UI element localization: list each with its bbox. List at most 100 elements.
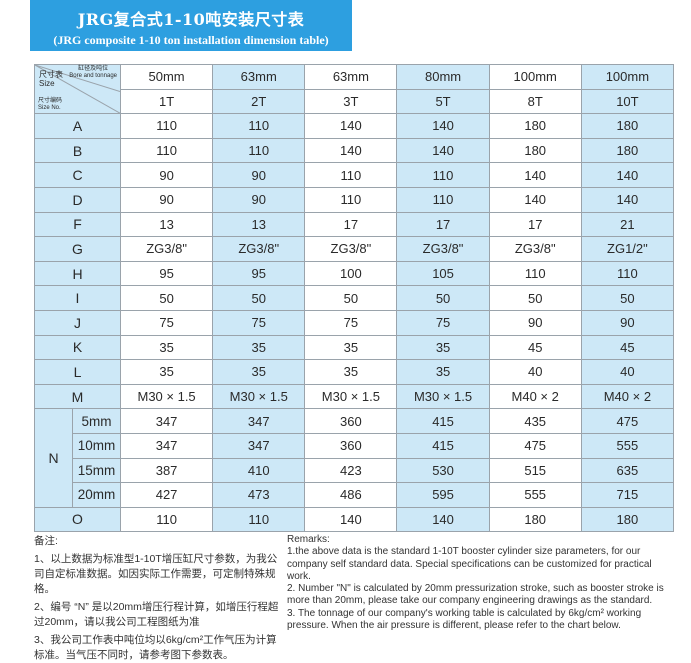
table-cell: 50 [212,285,306,311]
table-cell: 595 [396,482,490,508]
table-cell: M30 × 1.5 [396,383,490,410]
table-cell: 140 [396,506,490,533]
table-cell: 180 [488,113,582,139]
table-cell: 140 [488,162,582,188]
table-cell: 17 [488,211,582,238]
table-row: K 35 35 35 35 45 45 [34,334,675,361]
table-row: M M30 × 1.5 M30 × 1.5 M30 × 1.5 M30 × 1.5 M40… [34,383,675,410]
table-row: H 95 95 100 105 110 110 [34,260,675,287]
remarks-chinese: 备注: 1、以上数据为标准型1-10T增压缸尺寸参数，为我公司自定标准数据。如因… [34,534,279,663]
table-cell: 110 [488,260,582,287]
title-banner: JRG复合式1-10吨安装尺寸表 (JRG composite 1-10 ton… [30,0,352,51]
title-cn: JRG复合式1-10吨安装尺寸表 [77,10,305,29]
bore-header: 50mm [119,64,214,90]
table-cell: 180 [580,137,675,164]
dimension-table: 尺寸表 Size 缸径及吨位 Bore and tonnage 尺寸编码 Size N… [34,63,675,533]
stroke-label: 15mm [72,457,121,484]
stroke-label: 10mm [72,432,121,459]
tonnage-header: 1T [119,88,214,115]
table-row: D 90 90 110 110 140 140 [34,186,675,213]
table-cell: 75 [119,309,214,336]
tonnage-header: 3T [304,88,398,115]
table-row: A 110 110 140 140 180 180 [34,113,675,139]
table-cell: 95 [212,260,306,287]
table-cell: ZG3/8" [119,236,214,262]
title-en: (JRG composite 1-10 ton installation dim… [53,33,329,47]
table-cell: 75 [304,309,398,336]
table-cell: 435 [488,408,582,434]
table-cell: 110 [396,186,490,213]
tonnage-header: 10T [580,88,675,115]
table-cell: 415 [396,408,490,434]
corner-bore-label: 缸径及吨位 Bore and tonnage [69,66,117,79]
table-cell: 140 [304,506,398,533]
table-cell: 140 [396,137,490,164]
table-cell: 90 [119,186,214,213]
table-cell: ZG3/8" [488,236,582,262]
table-cell: 90 [580,309,675,336]
corner-diagonals [35,65,120,113]
corner-sizeno-label: 尺寸编码 Size No. [38,98,63,112]
table-row: O 110 110 140 140 180 180 [34,506,675,533]
bore-header: 63mm [212,64,306,90]
table-row: C 90 90 110 110 140 140 [34,162,675,188]
remarks-en-heading: Remarks: [287,534,330,545]
table-cell: 180 [488,506,582,533]
table-cell: 635 [580,457,675,484]
remarks-english: Remarks: 1.the above data is the standar… [287,534,677,632]
table-cell: 515 [488,457,582,484]
remarks-en-item: 2. Number "N" is calculated by 20mm pres… [287,583,664,607]
table-cell: 90 [488,309,582,336]
table-cell: 360 [304,432,398,459]
row-label: K [34,334,121,361]
table-cell: 50 [580,285,675,311]
table-cell: 110 [580,260,675,287]
table-cell: 75 [396,309,490,336]
table-cell: 45 [580,334,675,361]
table-cell: 140 [580,186,675,213]
table-cell: 105 [396,260,490,287]
table-row: 15mm 387 410 423 530 515 635 [35,457,675,484]
row-label: I [34,285,121,311]
table-cell: 360 [304,408,398,434]
table-cell: 50 [488,285,582,311]
table-cell: 423 [304,457,398,484]
table-cell: 13 [212,211,306,238]
bore-header: 100mm [488,64,582,90]
tonnage-header: 5T [396,88,490,115]
table-cell: 50 [119,285,214,311]
table-cell: M40 × 2 [488,383,582,410]
table-cell: 35 [119,334,214,361]
remarks-en-item: 1.the above data is the standard 1-10T b… [287,546,652,582]
table-cell: 35 [396,334,490,361]
table-cell: 140 [304,137,398,164]
table-row: 10mm 347 347 360 415 475 555 [35,432,675,459]
table-cell: 475 [580,408,675,434]
remarks-cn-item: 1、以上数据为标准型1-10T增压缸尺寸参数，为我公司自定标准数据。如因实际工作… [34,553,278,595]
table-cell: 410 [212,457,306,484]
table-cell: 715 [580,482,675,508]
table-cell: 35 [304,359,398,385]
table-row: B 110 110 140 140 180 180 [34,137,675,164]
table-cell: 40 [580,359,675,385]
table-cell: 35 [396,359,490,385]
table-cell: 35 [212,334,306,361]
row-label: C [34,162,121,188]
bore-header: 80mm [396,64,490,90]
row-label: O [34,506,121,533]
bore-header: 100mm [580,64,675,90]
table-row: L 35 35 35 35 40 40 [34,359,675,385]
bore-header: 63mm [304,64,398,90]
table-cell: 17 [396,211,490,238]
table-cell: 140 [488,186,582,213]
table-cell: 100 [304,260,398,287]
row-label: N [34,408,73,508]
table-cell: 347 [212,432,306,459]
table-cell: 90 [119,162,214,188]
table-cell: 17 [304,211,398,238]
table-cell: 180 [488,137,582,164]
table-cell: 21 [580,211,675,238]
table-row: 20mm 427 473 486 595 555 715 [35,482,675,508]
row-label: B [34,137,121,164]
table-cell: 90 [212,162,306,188]
